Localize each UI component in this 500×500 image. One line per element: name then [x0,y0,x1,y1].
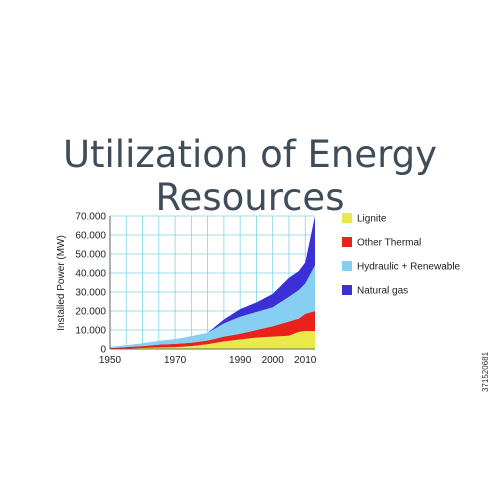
legend-label: Other Thermal [357,238,421,249]
x-tick-label: 1950 [99,355,122,366]
axes [109,216,315,350]
y-tick-label: 50.000 [75,250,106,261]
y-tick-label: 60.000 [75,231,106,242]
y-tick-labels: 0 10.000 20.000 30.000 40.000 50.000 60.000 70.… [75,212,106,356]
x-tick-label: 1970 [164,355,187,366]
y-tick-label: 10.000 [75,326,106,337]
legend-swatch [342,213,352,223]
chart-title: Utilization of Energy Resources [62,133,438,219]
y-tick-label: 20.000 [75,307,106,318]
legend-swatch [342,261,352,271]
y-tick-label: 40.000 [75,269,106,280]
legend-label: Hydraulic + Renewable [357,262,461,273]
x-tick-label: 2000 [262,355,285,366]
x-tick-label: 1990 [229,355,252,366]
y-axis-label: Installed Power (MW) [56,235,67,331]
y-tick-label: 0 [100,345,106,356]
area-series [110,216,315,349]
x-tick-label: 2010 [294,355,317,366]
y-tick-label: 70.000 [75,212,106,223]
side-stock-id: 371520681 [481,351,490,392]
x-tick-labels: 1950 1970 1990 2000 2010 [99,355,317,366]
area-hydraulic-renewable [110,265,315,349]
legend: Lignite Other Thermal Hydraulic + Renewabl… [342,213,461,297]
area-lignite [110,330,315,349]
legend-label: Lignite [357,214,387,225]
legend-swatch [342,237,352,247]
legend-swatch [342,285,352,295]
area-other-thermal [110,311,315,349]
y-tick-label: 30.000 [75,288,106,299]
legend-label: Natural gas [357,286,408,297]
